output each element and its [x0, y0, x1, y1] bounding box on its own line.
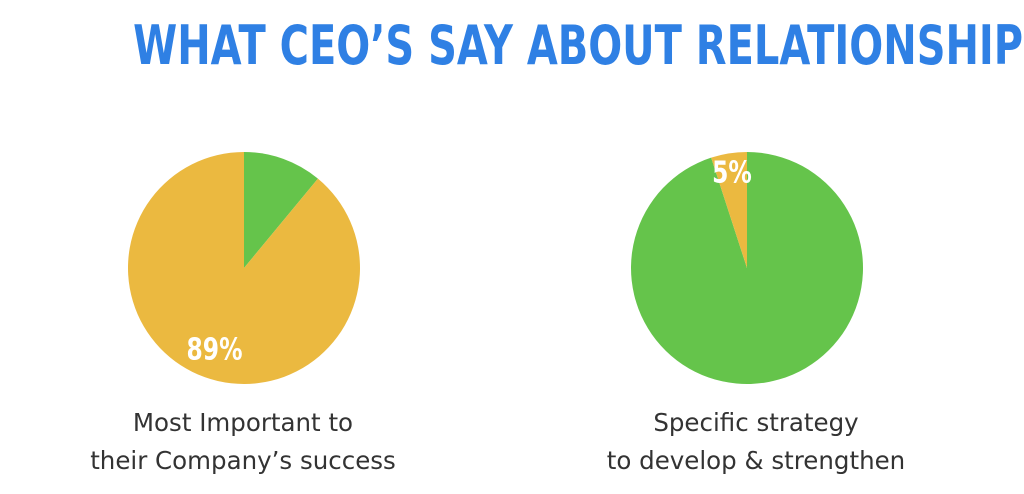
caption-line: their Company’s success [90, 446, 396, 475]
caption-line: to develop & strengthen [606, 446, 906, 475]
pie-slice [631, 152, 864, 384]
caption-line: Most Important to [132, 408, 354, 437]
pie-slice [244, 152, 318, 268]
pie-chart-most-important: 89% [124, 150, 364, 386]
page-title: WHAT CEO’S SAY ABOUT RELATIONSHIPS [133, 14, 1024, 77]
slice-percent-label: 5% [712, 156, 752, 191]
pie-slice [711, 152, 747, 268]
caption-line: Specific strategy [653, 408, 859, 437]
slice-percent-label: 89% [187, 333, 243, 368]
pie-chart-svg: 89% [127, 152, 360, 385]
chart-caption: Most Important to their Company’s succes… [43, 404, 443, 480]
pie-chart-specific-strategy: 5% [627, 150, 867, 386]
chart-caption: Specific strategy to develop & strengthe… [556, 404, 956, 480]
pie-slice [127, 152, 360, 385]
pie-chart-svg: 5% [631, 152, 864, 384]
